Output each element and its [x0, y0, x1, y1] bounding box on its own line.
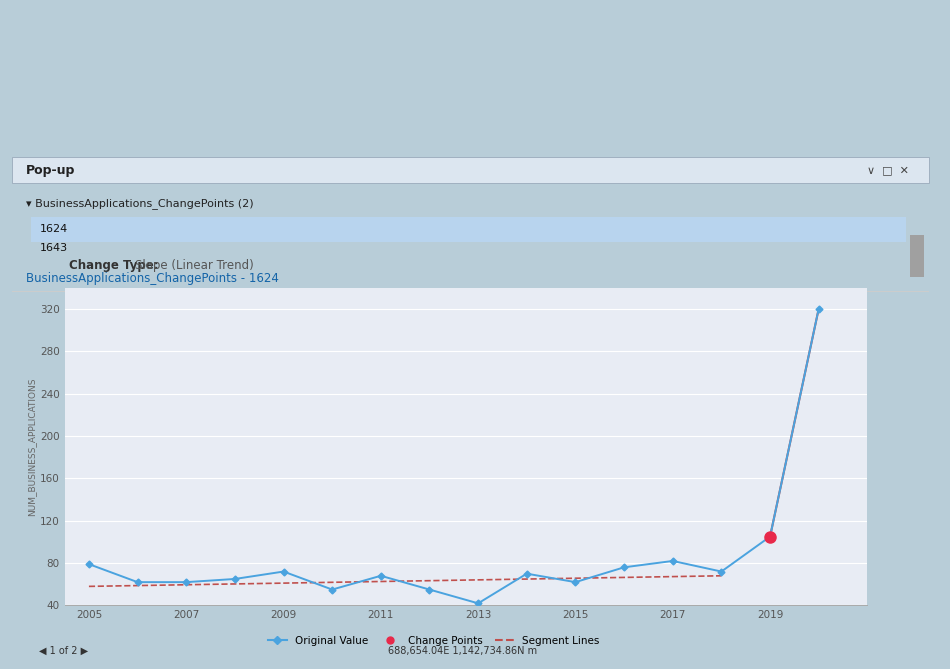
Bar — [12, 157, 929, 183]
Text: BusinessApplications_ChangePoints - 1624: BusinessApplications_ChangePoints - 1624 — [26, 272, 279, 285]
Text: 1624: 1624 — [40, 224, 68, 234]
Bar — [30, 217, 906, 242]
Text: Change Type:: Change Type: — [68, 260, 159, 272]
Bar — [910, 235, 923, 276]
Text: 688,654.04E 1,142,734.86N m: 688,654.04E 1,142,734.86N m — [389, 646, 538, 656]
Legend: Original Value, Change Points, Segment Lines: Original Value, Change Points, Segment L… — [265, 633, 603, 650]
Text: Pop-up: Pop-up — [26, 164, 75, 177]
Text: Slope (Linear Trend): Slope (Linear Trend) — [135, 260, 254, 272]
Text: ◀ 1 of 2 ▶: ◀ 1 of 2 ▶ — [39, 646, 88, 656]
Text: ∨  □  ✕: ∨ □ ✕ — [866, 165, 909, 175]
Y-axis label: NUM_BUSINESS_APPLICATIONS: NUM_BUSINESS_APPLICATIONS — [27, 377, 36, 516]
Text: ▾ BusinessApplications_ChangePoints (2): ▾ BusinessApplications_ChangePoints (2) — [26, 198, 254, 209]
Text: 1643: 1643 — [40, 243, 68, 253]
